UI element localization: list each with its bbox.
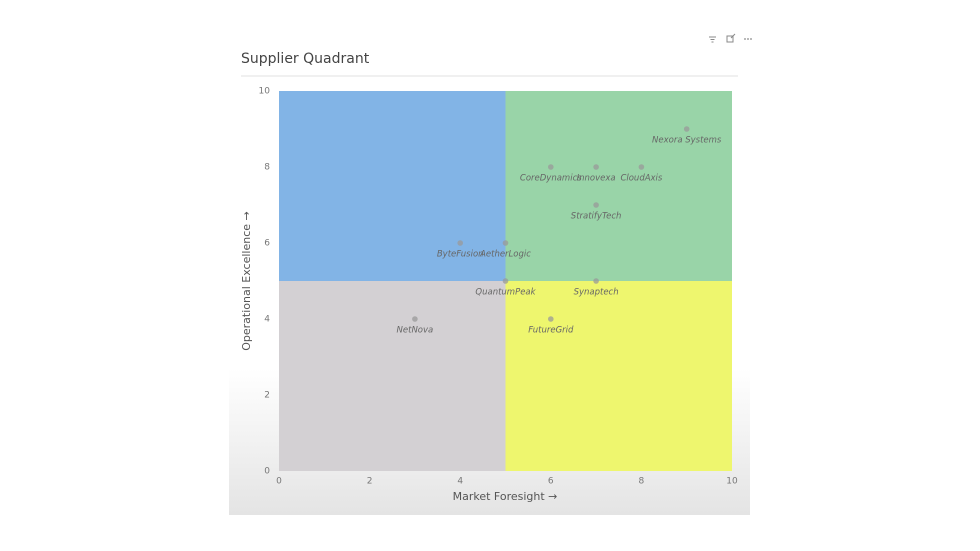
x-tick-label: 6 [548,477,554,487]
point-label: ByteFusion [437,250,484,260]
point-label: FutureGrid [528,326,574,336]
x-tick-label: 8 [639,477,645,487]
data-point [593,202,599,208]
data-point [638,164,645,170]
x-axis-label: Market Foresight → [453,490,558,503]
filter-icon[interactable] [709,36,716,43]
quadrant-bottom-left [279,281,506,471]
x-tick-label: 2 [367,477,373,487]
point-label: Nexora Systems [652,136,722,146]
quadrant-bottom-right [505,281,732,471]
data-point [548,164,554,170]
point-label: Innovexa [577,174,616,184]
point-label: CoreDynamics [520,174,582,184]
y-axis-label: Operational Excellence → [240,211,253,351]
x-tick-label: 0 [276,477,282,487]
y-tick-label: 8 [264,163,270,173]
y-tick-label: 10 [259,87,271,97]
chart-title: Supplier Quadrant [241,51,370,67]
point-label: Synaptech [574,288,619,298]
data-point [412,316,418,322]
data-point [457,240,464,246]
x-tick-label: 4 [457,477,463,487]
point-label: AetherLogic [479,250,531,260]
data-point [593,278,599,284]
point-label: CloudAxis [620,174,662,184]
x-tick-label: 10 [726,477,738,487]
focus-mode-icon[interactable] [726,33,736,43]
more-options-icon[interactable] [744,38,752,40]
y-tick-label: 6 [264,239,270,249]
y-tick-label: 4 [264,315,270,325]
y-tick-label: 2 [264,391,270,401]
quadrant-top-right [505,91,732,281]
data-point [502,278,509,284]
point-label: QuantumPeak [475,288,536,298]
quadrant-top-left [279,91,506,281]
point-label: NetNova [397,326,434,336]
data-point [548,316,554,322]
point-label: StratifyTech [571,212,622,222]
data-point [593,164,599,170]
data-point [683,126,690,132]
y-tick-label: 0 [264,467,270,477]
data-point [502,240,509,246]
